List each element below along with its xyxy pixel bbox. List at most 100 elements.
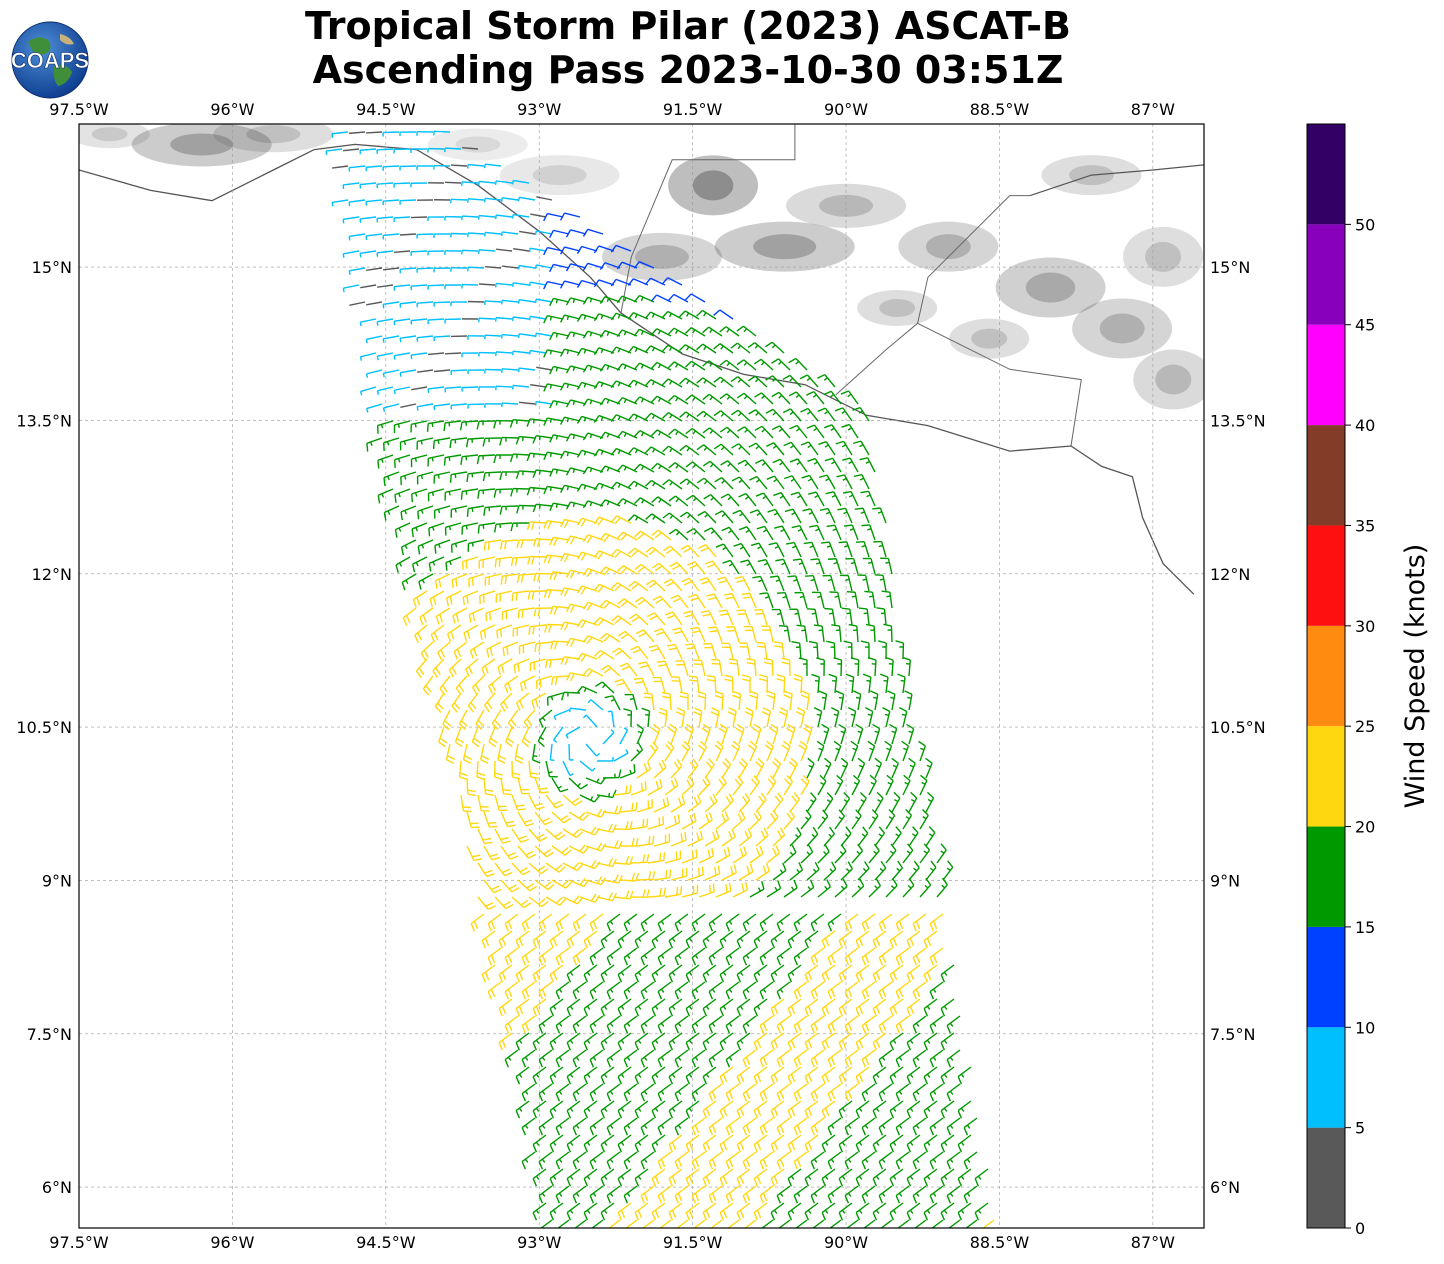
wind-barb	[699, 577, 717, 592]
wind-barb	[528, 281, 547, 287]
wind-barb	[957, 1134, 972, 1153]
wind-barb	[634, 930, 649, 949]
wind-barb	[732, 690, 742, 711]
wind-barb	[818, 474, 836, 490]
wind-barb	[736, 998, 751, 1017]
wind-barb	[687, 830, 704, 847]
wind-barb	[664, 814, 681, 830]
wind-barb	[482, 471, 502, 482]
wind-barb	[428, 556, 445, 572]
wind-barb	[478, 386, 496, 391]
wind-barb	[602, 729, 615, 745]
wind-barb	[545, 896, 567, 906]
wind-barb	[679, 411, 700, 422]
wind-barb	[838, 1032, 853, 1051]
wind-barb	[559, 246, 581, 255]
wind-barb	[479, 624, 496, 640]
wind-barb	[940, 1168, 955, 1187]
wind-barb	[766, 809, 779, 830]
colorbar-bin	[1307, 1127, 1345, 1228]
wind-barb	[885, 843, 897, 864]
wind-barb	[670, 758, 683, 779]
wind-barb	[376, 352, 394, 361]
wind-barb	[494, 794, 508, 812]
wind-barb	[803, 723, 813, 745]
wind-barb	[644, 345, 666, 354]
wind-barb	[600, 1168, 615, 1187]
wind-barb	[568, 707, 587, 713]
wind-barb	[377, 284, 394, 288]
wind-barb	[720, 493, 740, 507]
wind-barb	[770, 964, 785, 983]
terrain-blob	[601, 232, 722, 281]
wind-barb	[821, 1168, 836, 1187]
wind-barb	[587, 699, 604, 711]
wind-barb	[736, 1168, 751, 1187]
wind-barb	[466, 505, 485, 517]
wind-barb	[471, 675, 485, 695]
terrain-peak	[971, 328, 1008, 349]
wind-barb	[641, 707, 651, 728]
wind-barb	[737, 426, 757, 439]
wind-barb	[382, 233, 400, 240]
border-path	[927, 195, 1031, 278]
wind-barb	[617, 964, 632, 983]
wind-barb	[566, 998, 581, 1017]
wind-barb	[851, 809, 862, 830]
wind-barb	[634, 530, 655, 541]
wind-barb	[461, 215, 479, 221]
wind-barb	[565, 399, 587, 408]
wind-barb	[515, 470, 536, 480]
terrain-blob	[499, 155, 620, 196]
wind-barb	[715, 811, 730, 830]
lon-label: 96°W	[210, 100, 254, 119]
wind-barb	[845, 673, 855, 694]
wind-barb	[534, 332, 553, 338]
wind-barb	[810, 1015, 825, 1034]
wind-barb	[771, 608, 785, 626]
wind-barb	[382, 301, 400, 309]
wind-barb	[878, 640, 887, 660]
border-path	[917, 322, 1082, 447]
wind-barb	[664, 741, 675, 762]
wind-barb	[668, 528, 689, 541]
wind-barb	[923, 1134, 938, 1153]
wind-barb	[589, 1015, 604, 1034]
wind-barb	[589, 1117, 604, 1136]
wind-barb	[599, 532, 621, 543]
wind-barb	[788, 357, 808, 371]
wind-barb	[617, 1100, 632, 1119]
wind-barb	[748, 409, 768, 422]
wind-barb	[661, 310, 683, 320]
wind-barb	[679, 478, 700, 490]
wind-barb	[562, 828, 583, 839]
wind-barb	[579, 760, 596, 772]
wind-barb	[582, 262, 604, 271]
wind-barb	[725, 1185, 740, 1204]
wind-barb	[855, 723, 864, 745]
wind-barb	[530, 213, 547, 218]
wind-barb	[813, 707, 823, 728]
wind-barb	[736, 1100, 751, 1119]
wind-barb	[674, 1185, 689, 1204]
wind-barb	[696, 444, 717, 456]
wind-barb	[566, 930, 581, 949]
wind-barb	[664, 886, 683, 898]
wind-barb	[681, 884, 699, 898]
wind-barb	[416, 301, 434, 308]
wind-barb	[515, 1066, 530, 1085]
wind-barb	[416, 233, 434, 239]
wind-barb	[634, 1168, 649, 1187]
wind-barb	[806, 826, 819, 847]
wind-barb	[610, 582, 632, 592]
wind-barb	[704, 758, 715, 779]
wind-barb	[653, 869, 672, 881]
wind-barb	[617, 1066, 632, 1085]
colorbar-tick-label: 35	[1355, 516, 1375, 535]
wind-barb	[543, 451, 564, 461]
wind-barb	[830, 707, 840, 728]
wind-barb	[366, 301, 383, 306]
wind-barb	[902, 843, 914, 864]
wind-barb	[555, 1015, 570, 1034]
wind-barb	[422, 675, 434, 696]
